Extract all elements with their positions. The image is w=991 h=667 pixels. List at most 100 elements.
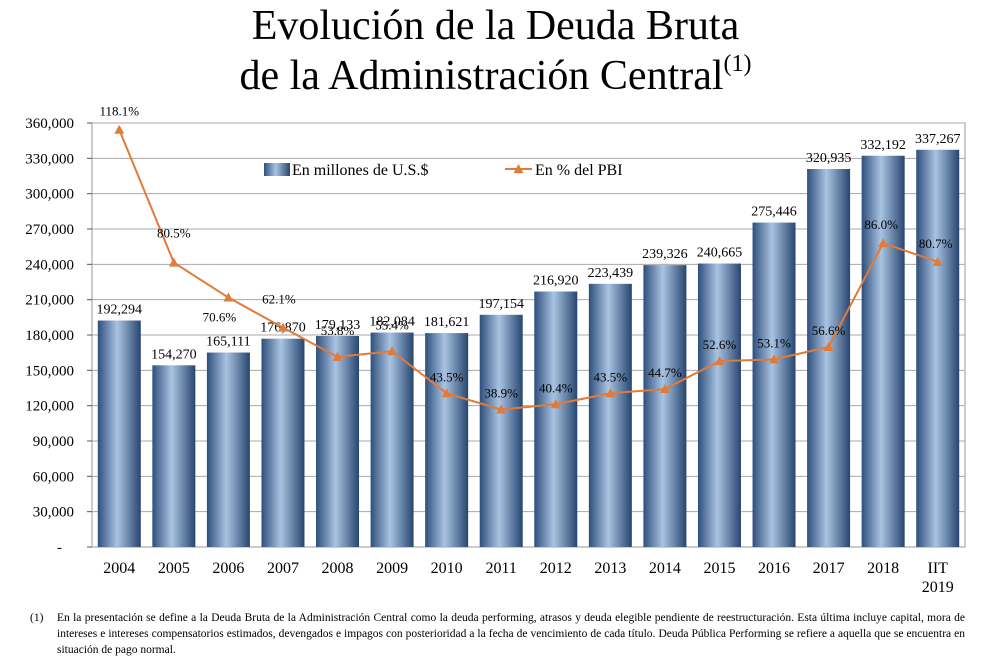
line-marker [605, 388, 616, 398]
x-tick-label: 2017 [813, 560, 845, 577]
bar [752, 222, 796, 547]
x-tick-label: 2006 [212, 560, 244, 577]
bar-value-label: 239,326 [642, 247, 688, 262]
y-tick-label: 180,000 [25, 328, 74, 344]
bar [316, 336, 360, 547]
y-tick-label: 240,000 [25, 257, 74, 273]
line-value-labels: 118.1% 80.5% 70.6% 62.1% 53.8% 55.4% 43.5% 38.9… [99, 104, 952, 401]
line-value-label: 53.1% [757, 335, 791, 350]
bar [643, 265, 687, 547]
bar [807, 169, 851, 547]
bar [916, 149, 960, 548]
bar-value-label: 182,084 [369, 315, 415, 330]
bar-value-label: 192,294 [97, 303, 143, 318]
y-tick-label: 330,000 [25, 151, 74, 167]
line-marker [823, 342, 834, 352]
x-tick-label: 2018 [867, 560, 899, 577]
line-marker [387, 346, 398, 356]
bar-value-label: 216,920 [533, 274, 579, 289]
pbi-line [118, 129, 939, 411]
x-tick-label: 2009 [376, 560, 408, 577]
bar-series [97, 149, 960, 548]
legend-label-bar: En millones de U.S.$ [292, 162, 428, 179]
line-marker [441, 388, 452, 398]
bar [425, 333, 469, 547]
x-tick-label: 2012 [540, 560, 572, 577]
debt-chart: - 30,000 60,000 90,000 120,000 150,000 180,000… [25, 104, 966, 596]
x-tick-label: 2005 [158, 560, 190, 577]
bar [588, 283, 632, 547]
bar-value-label: 332,192 [860, 138, 906, 153]
line-value-label: 38.9% [484, 386, 518, 401]
line-marker [277, 322, 288, 332]
legend-marker [513, 164, 524, 173]
bar [370, 332, 414, 547]
y-axis: - 30,000 60,000 90,000 120,000 150,000 180,000… [25, 116, 92, 556]
x-tick-label: 2007 [267, 560, 299, 577]
bar [479, 314, 523, 547]
line-marker [769, 354, 780, 364]
line-marker [332, 351, 343, 361]
line-value-label: 44.7% [648, 365, 682, 380]
legend-label-line: En % del PBI [535, 162, 623, 179]
bar [261, 338, 305, 547]
line-value-label: 80.7% [919, 236, 953, 251]
y-tick-label: 300,000 [25, 187, 74, 203]
bar-value-label: 240,665 [697, 246, 743, 261]
x-tick-label: 2011 [486, 560, 517, 577]
bar-value-label: 165,111 [206, 335, 250, 350]
line-value-label: 53.8% [321, 323, 355, 338]
bar-value-label: 223,439 [588, 266, 634, 281]
chart-title-line-1: Evolución de la Deuda Bruta [251, 3, 740, 49]
line-value-label: 43.5% [594, 369, 628, 384]
y-tick-label: 210,000 [25, 293, 74, 309]
y-tick-label: 270,000 [25, 222, 74, 238]
line-value-label: 40.4% [539, 380, 573, 395]
line-value-label: 55.4% [375, 317, 409, 332]
bar-value-label: 179,133 [315, 318, 361, 333]
x-tick-label: 2004 [103, 560, 135, 577]
footnote-text: En la presentación se define a la Deuda … [57, 612, 965, 656]
bar [534, 291, 578, 547]
y-tick-label: 30,000 [33, 505, 74, 521]
line-marker [714, 356, 725, 366]
line-marker [496, 404, 507, 414]
line-marker [878, 238, 889, 248]
line-series [114, 124, 943, 414]
bar-value-label: 337,267 [915, 132, 961, 147]
bar-value-label: 197,154 [478, 297, 524, 312]
y-tick-label: 60,000 [33, 469, 74, 485]
bar-value-label: 154,270 [151, 347, 197, 362]
line-marker [114, 124, 125, 134]
line-marker [932, 256, 943, 266]
y-tick-label: - [57, 540, 62, 556]
y-tick-label: 150,000 [25, 363, 74, 379]
legend-swatch-bar [264, 163, 290, 176]
line-value-label: 56.6% [812, 323, 846, 338]
footnote-number: (1) [30, 612, 44, 624]
bar-value-label: 275,446 [751, 205, 797, 220]
footnote: (1) En la presentación se define a la De… [30, 610, 965, 658]
line-marker [223, 292, 234, 302]
bar [206, 352, 250, 547]
x-tick-label: 2016 [758, 560, 790, 577]
bar [697, 263, 741, 547]
line-value-label: 118.1% [99, 104, 139, 119]
bar [152, 365, 196, 547]
x-tick-label: 2013 [594, 560, 626, 577]
line-value-label: 70.6% [203, 310, 237, 325]
bar-value-label: 181,621 [424, 315, 470, 330]
x-tick-label: 2008 [322, 560, 354, 577]
y-tick-label: 360,000 [25, 116, 74, 132]
bar-value-label: 320,935 [806, 151, 852, 166]
line-marker [550, 399, 561, 409]
line-value-label: 62.1% [262, 292, 296, 307]
chart-title-line-2-text: de la Administración Central [239, 53, 724, 99]
x-tick-label: 2015 [703, 560, 735, 577]
line-value-label: 86.0% [864, 217, 898, 232]
line-value-label: 52.6% [703, 337, 737, 352]
bar-value-labels: 192,294154,270165,111176,870179,133182,0… [97, 132, 961, 363]
line-marker [659, 384, 670, 394]
line-value-label: 80.5% [157, 226, 191, 241]
y-tick-label: 90,000 [33, 434, 74, 450]
